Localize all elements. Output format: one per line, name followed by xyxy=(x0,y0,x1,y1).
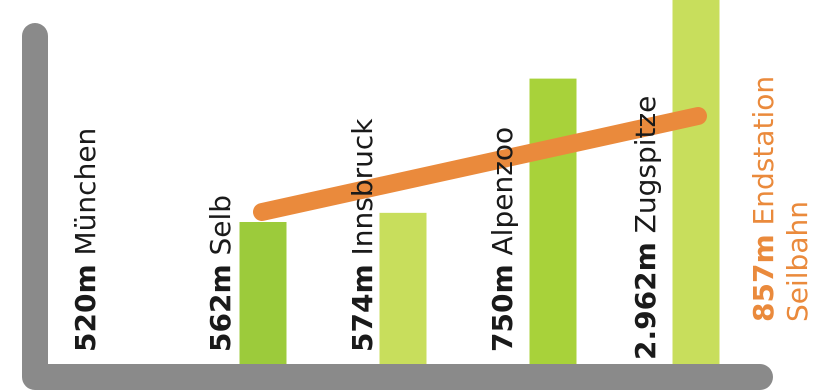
label-zugspitze: 2.962m Zugspitze xyxy=(629,96,662,360)
label-name: Alpenzoo xyxy=(486,127,519,265)
label-name: München xyxy=(69,128,102,265)
label-name: Endstation xyxy=(747,76,780,234)
label-name-line2: Seilbahn xyxy=(781,201,813,322)
bar-innsbruck xyxy=(379,212,427,364)
label-name: Zugspitze xyxy=(629,96,662,243)
bar-selb xyxy=(239,222,287,364)
trend-line xyxy=(253,107,707,221)
chart-labels: 520m München 562m Selb 574m Innsbruck 750m … xyxy=(69,76,813,360)
label-altitude: 2.962m xyxy=(629,242,662,360)
label-altitude: 520m xyxy=(69,264,102,352)
label-innsbruck: 574m Innsbruck xyxy=(346,118,379,352)
label-altitude: 857m xyxy=(747,234,780,322)
bar-alpenzoo xyxy=(529,78,577,364)
label-altitude: 562m xyxy=(204,264,237,352)
label-münchen: 520m München xyxy=(69,128,102,352)
chart-axis xyxy=(22,23,773,390)
label-endstation-seilbahn: 857m EndstationSeilbahn xyxy=(747,76,813,322)
label-name: Innsbruck xyxy=(346,118,379,265)
label-altitude: 750m xyxy=(486,264,519,352)
label-altitude: 574m xyxy=(346,264,379,352)
chart-bars xyxy=(239,0,720,364)
label-name: Selb xyxy=(204,195,237,264)
label-alpenzoo: 750m Alpenzoo xyxy=(486,127,519,352)
label-selb: 562m Selb xyxy=(204,195,237,352)
bar-endstation-seilbahn xyxy=(672,0,720,364)
